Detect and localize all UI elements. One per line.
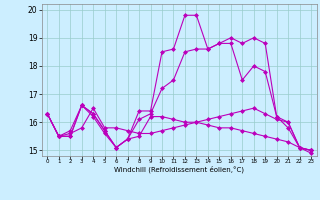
X-axis label: Windchill (Refroidissement éolien,°C): Windchill (Refroidissement éolien,°C) xyxy=(114,166,244,173)
